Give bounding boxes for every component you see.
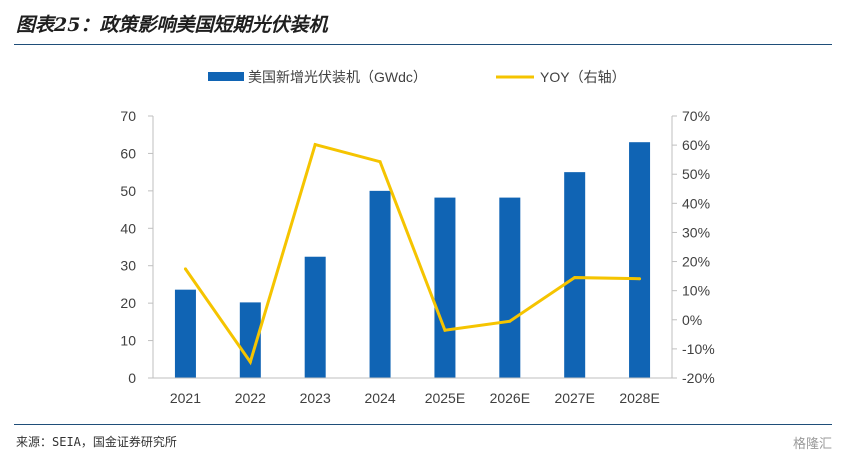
watermark-logo: 格隆汇: [792, 437, 832, 452]
line-series: [183, 142, 642, 366]
x-tick-label: 2021: [170, 390, 201, 406]
y-left-tick-label: 20: [120, 295, 136, 311]
bar-2024: [369, 190, 391, 378]
y-right-tick-label: 50%: [682, 166, 710, 182]
bar-2022: [239, 302, 261, 378]
bar-2026E: [499, 197, 521, 378]
legend-line-label: YOY（右轴）: [540, 69, 626, 85]
x-tick-label: 2022: [235, 390, 266, 406]
x-tick-label: 2025E: [425, 390, 465, 406]
legend-bar-label: 美国新增光伏装机（GWdc）: [248, 69, 427, 85]
bar-2025E: [434, 197, 456, 378]
legend-bar-swatch: [208, 72, 244, 81]
title-rule: [14, 44, 832, 45]
y-right-tick-label: 70%: [682, 108, 710, 124]
y-left-tick-label: 10: [120, 333, 136, 349]
y-right-tick-label: 0%: [682, 312, 702, 328]
x-tick-label: 2028E: [619, 390, 659, 406]
yoy-point-2023: [313, 143, 317, 147]
y-axis-left: 0 10 20 30 40 50 60 70: [120, 108, 154, 386]
y-left-tick-label: 60: [120, 145, 136, 161]
y-left-tick-label: 50: [120, 183, 136, 199]
y-right-tick-label: 30%: [682, 224, 710, 240]
bar-2028E: [629, 142, 651, 378]
y-left-tick-label: 30: [120, 258, 136, 274]
footer-rule: [14, 424, 832, 425]
bar-series: [174, 142, 651, 378]
yoy-point-2028E: [638, 277, 642, 281]
x-tick-label: 2024: [364, 390, 395, 406]
y-right-tick-label: 10%: [682, 283, 710, 299]
yoy-point-2024: [378, 160, 382, 164]
yoy-point-2027E: [573, 276, 577, 280]
x-tick-label: 2027E: [554, 390, 594, 406]
bar-2023: [304, 256, 326, 378]
y-right-tick-label: 60%: [682, 137, 710, 153]
yoy-line: [184, 142, 640, 366]
yoy-point-2025E: [443, 328, 447, 332]
chart-legend: 美国新增光伏装机（GWdc） YOY（右轴）: [208, 69, 626, 85]
y-left-tick-label: 70: [120, 108, 136, 124]
bar-2027E: [564, 172, 586, 378]
y-left-tick-label: 0: [128, 370, 136, 386]
yoy-point-2022: [248, 360, 252, 364]
x-tick-label: 2023: [300, 390, 331, 406]
y-left-tick-label: 40: [120, 220, 136, 236]
y-right-tick-label: 20%: [682, 254, 710, 270]
yoy-point-2026E: [508, 319, 512, 323]
y-right-tick-label: -10%: [682, 341, 715, 357]
bar-2021: [174, 289, 196, 378]
y-right-tick-label: 40%: [682, 195, 710, 211]
y-right-tick-label: -20%: [682, 370, 715, 386]
figure-title: 图表25：政策影响美国短期光伏装机: [16, 14, 328, 36]
y-axis-right: -20% -10% 0% 10% 20% 30% 40% 50% 60% 70%: [671, 108, 715, 386]
x-axis: 2021 2022 2023 2024 2025E 2026E 2027E 2028E: [153, 377, 672, 406]
source-note: 来源：SEIA，国金证券研究所: [16, 435, 177, 449]
x-tick-label: 2026E: [490, 390, 530, 406]
yoy-point-2021: [183, 267, 187, 271]
